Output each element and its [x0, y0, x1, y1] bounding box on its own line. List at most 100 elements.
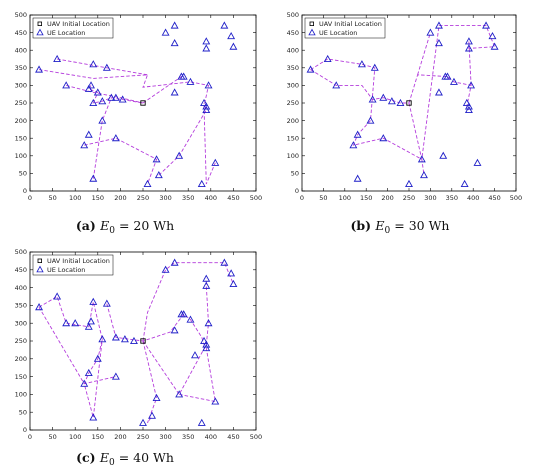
- y-tick-label: 500: [15, 11, 27, 19]
- ue-location-marker: [186, 315, 195, 323]
- chart-panel-2: 0 50 100 150 200 250 300 350 400 450 500 0 50 100 150 2…: [287, 11, 523, 236]
- legend-box: [32, 17, 114, 39]
- ue-location-marker: [197, 418, 206, 426]
- ue-location-marker: [353, 174, 362, 182]
- y-tick-label: 250: [287, 99, 299, 107]
- ue-location-marker: [464, 105, 473, 114]
- uav-initial-marker: [140, 100, 146, 106]
- ue-location-marker: [417, 155, 426, 163]
- y-tick-label: 100: [15, 152, 27, 160]
- ue-location-marker: [80, 379, 89, 387]
- ue-location-marker: [111, 134, 120, 142]
- uav-trajectory-segment: [417, 32, 431, 75]
- ue-location-marker: [211, 158, 220, 166]
- x-tick-label: 450: [227, 194, 239, 202]
- x-tick-label: 100: [69, 194, 81, 202]
- ue-location-marker: [87, 317, 95, 325]
- ue-location-marker: [111, 372, 120, 380]
- y-tick-label: 50: [19, 408, 27, 416]
- ue-location-marker: [179, 310, 188, 318]
- y-tick-label: 50: [19, 170, 27, 178]
- y-tick-label: 400: [15, 46, 27, 54]
- uav-trajectory-segment: [142, 262, 234, 342]
- ue-location-marker: [464, 102, 473, 110]
- ue-location-marker: [89, 413, 98, 421]
- x-tick-label: 250: [137, 433, 149, 441]
- ue-location-marker: [464, 37, 473, 45]
- ue-location-marker: [379, 93, 388, 101]
- ue-location-marker: [204, 319, 213, 327]
- x-tick-label: 50: [48, 433, 56, 441]
- ue-location-marker: [353, 130, 362, 138]
- x-tick-label: 250: [403, 194, 415, 202]
- uav-trajectory-segment: [66, 84, 144, 104]
- uav-initial-marker: [406, 100, 412, 106]
- ue-location-marker: [170, 21, 179, 29]
- ue-location-marker: [368, 95, 377, 103]
- y-tick-label: 350: [287, 64, 299, 72]
- uav-trajectory-segment: [38, 69, 216, 185]
- uav-trajectory-segment: [92, 97, 112, 179]
- y-tick-label: 450: [15, 266, 27, 274]
- ue-location-marker: [434, 39, 443, 47]
- ue-location-marker: [202, 340, 211, 348]
- y-tick-label: 150: [15, 134, 27, 142]
- x-tick-label: 150: [360, 194, 372, 202]
- panel-caption: (b) E0 = 30 Wh: [351, 218, 450, 236]
- ue-location-marker: [220, 258, 229, 266]
- ue-location-marker: [98, 335, 107, 343]
- y-tick-label: 200: [15, 355, 27, 363]
- x-tick-label: 0: [300, 194, 304, 202]
- ue-location-marker: [349, 141, 358, 149]
- ue-location-marker: [490, 42, 499, 50]
- y-tick-label: 50: [291, 170, 299, 178]
- ue-location-marker: [87, 81, 95, 89]
- ue-location-marker: [120, 335, 129, 343]
- y-tick-label: 200: [15, 117, 27, 125]
- ue-location-marker: [98, 97, 107, 105]
- x-tick-label: 300: [159, 194, 171, 202]
- ue-location-marker: [154, 171, 163, 179]
- y-tick-label: 300: [15, 319, 27, 327]
- ue-location-marker: [220, 21, 229, 29]
- y-tick-label: 0: [295, 187, 299, 195]
- ue-location-marker: [191, 351, 199, 359]
- x-tick-label: 200: [114, 433, 126, 441]
- legend-ue-label: UE Location: [47, 29, 85, 37]
- ue-location-marker: [323, 54, 332, 63]
- ue-location-marker: [89, 98, 98, 107]
- uav-trajectory-segment: [142, 340, 158, 424]
- ue-location-marker: [118, 95, 127, 103]
- ue-location-marker: [197, 179, 206, 187]
- ue-location-marker: [227, 269, 236, 277]
- x-tick-label: 400: [205, 194, 217, 202]
- x-tick-label: 150: [92, 194, 104, 202]
- uav-trajectory-segment: [158, 102, 207, 176]
- ue-location-marker: [62, 81, 71, 89]
- x-tick-label: 500: [250, 433, 262, 441]
- ue-location-marker: [462, 98, 471, 107]
- uav-trajectory-segment: [38, 306, 116, 385]
- ue-location-marker: [102, 299, 111, 307]
- x-tick-label: 450: [227, 433, 239, 441]
- ue-location-marker: [89, 297, 98, 305]
- ue-location-marker: [202, 105, 211, 114]
- ue-location-marker: [488, 31, 497, 40]
- ue-location-marker: [35, 303, 44, 311]
- y-tick-label: 200: [287, 117, 299, 125]
- panel-caption: (a) E0 = 20 Wh: [76, 218, 174, 236]
- legend-uav-symbol: [37, 21, 42, 26]
- ue-location-marker: [129, 336, 138, 345]
- ue-location-marker: [443, 72, 452, 80]
- ue-location-marker: [93, 354, 102, 362]
- y-tick-label: 150: [287, 134, 299, 142]
- y-tick-label: 100: [287, 152, 299, 160]
- ue-location-marker: [464, 44, 473, 52]
- ue-location-marker: [405, 179, 413, 187]
- x-tick-label: 300: [424, 194, 436, 202]
- ue-location-marker: [53, 292, 62, 300]
- x-tick-label: 150: [92, 433, 104, 441]
- ue-location-marker: [229, 279, 238, 288]
- uav-trajectory-segment: [38, 295, 103, 418]
